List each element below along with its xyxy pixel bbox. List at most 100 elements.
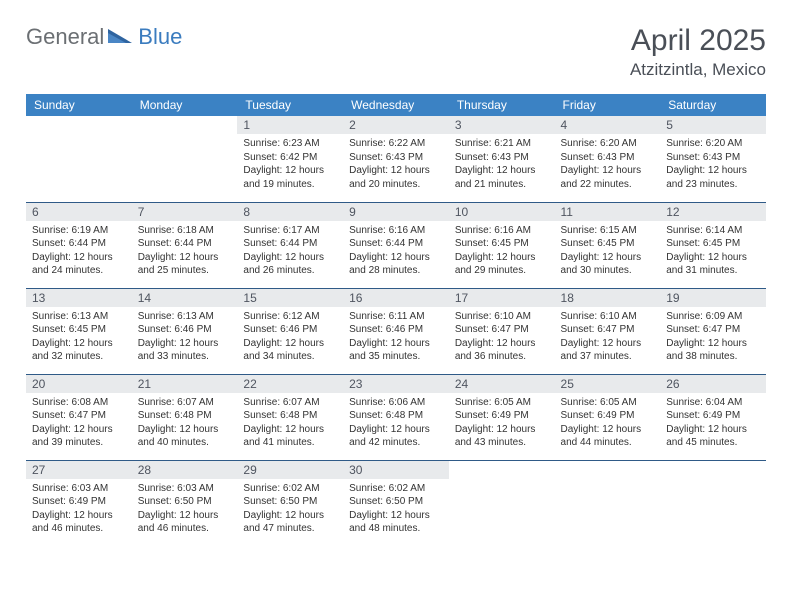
day-number: 11 bbox=[555, 203, 661, 221]
day-line-ss: Sunset: 6:44 PM bbox=[243, 237, 337, 251]
calendar-day: 26Sunrise: 6:04 AMSunset: 6:49 PMDayligh… bbox=[660, 374, 766, 460]
calendar-day: 12Sunrise: 6:14 AMSunset: 6:45 PMDayligh… bbox=[660, 202, 766, 288]
day-line-ss: Sunset: 6:46 PM bbox=[243, 323, 337, 337]
weekday-header: Wednesday bbox=[343, 94, 449, 116]
day-details: Sunrise: 6:02 AMSunset: 6:50 PMDaylight:… bbox=[343, 479, 449, 536]
day-line-ss: Sunset: 6:45 PM bbox=[666, 237, 760, 251]
day-line-ss: Sunset: 6:47 PM bbox=[32, 409, 126, 423]
day-details: Sunrise: 6:11 AMSunset: 6:46 PMDaylight:… bbox=[343, 307, 449, 364]
page-title: April 2025 bbox=[630, 24, 766, 58]
day-line-d2: and 22 minutes. bbox=[561, 178, 655, 192]
day-line-sr: Sunrise: 6:02 AM bbox=[243, 482, 337, 496]
day-number: 28 bbox=[132, 461, 238, 479]
weekday-header: Friday bbox=[555, 94, 661, 116]
day-number: 25 bbox=[555, 375, 661, 393]
day-line-sr: Sunrise: 6:12 AM bbox=[243, 310, 337, 324]
day-line-ss: Sunset: 6:47 PM bbox=[561, 323, 655, 337]
day-line-d1: Daylight: 12 hours bbox=[32, 251, 126, 265]
day-details: Sunrise: 6:22 AMSunset: 6:43 PMDaylight:… bbox=[343, 134, 449, 191]
day-line-d1: Daylight: 12 hours bbox=[666, 337, 760, 351]
day-line-ss: Sunset: 6:42 PM bbox=[243, 151, 337, 165]
day-number: 15 bbox=[237, 289, 343, 307]
day-number: 30 bbox=[343, 461, 449, 479]
calendar-week: 6Sunrise: 6:19 AMSunset: 6:44 PMDaylight… bbox=[26, 202, 766, 288]
day-number: 16 bbox=[343, 289, 449, 307]
calendar-week: 1Sunrise: 6:23 AMSunset: 6:42 PMDaylight… bbox=[26, 116, 766, 202]
day-details: Sunrise: 6:03 AMSunset: 6:50 PMDaylight:… bbox=[132, 479, 238, 536]
day-line-sr: Sunrise: 6:03 AM bbox=[32, 482, 126, 496]
calendar-day: 2Sunrise: 6:22 AMSunset: 6:43 PMDaylight… bbox=[343, 116, 449, 202]
day-number: 13 bbox=[26, 289, 132, 307]
flag-icon bbox=[108, 25, 134, 50]
day-line-d2: and 32 minutes. bbox=[32, 350, 126, 364]
weekday-header: Sunday bbox=[26, 94, 132, 116]
day-number: 3 bbox=[449, 116, 555, 134]
day-line-d2: and 40 minutes. bbox=[138, 436, 232, 450]
day-number: 20 bbox=[26, 375, 132, 393]
day-line-d2: and 34 minutes. bbox=[243, 350, 337, 364]
calendar-day: 25Sunrise: 6:05 AMSunset: 6:49 PMDayligh… bbox=[555, 374, 661, 460]
day-line-sr: Sunrise: 6:20 AM bbox=[666, 137, 760, 151]
calendar-day: 14Sunrise: 6:13 AMSunset: 6:46 PMDayligh… bbox=[132, 288, 238, 374]
day-details: Sunrise: 6:16 AMSunset: 6:44 PMDaylight:… bbox=[343, 221, 449, 278]
day-line-ss: Sunset: 6:49 PM bbox=[666, 409, 760, 423]
calendar-day: 9Sunrise: 6:16 AMSunset: 6:44 PMDaylight… bbox=[343, 202, 449, 288]
day-number: 29 bbox=[237, 461, 343, 479]
day-details: Sunrise: 6:02 AMSunset: 6:50 PMDaylight:… bbox=[237, 479, 343, 536]
day-line-sr: Sunrise: 6:22 AM bbox=[349, 137, 443, 151]
day-details: Sunrise: 6:09 AMSunset: 6:47 PMDaylight:… bbox=[660, 307, 766, 364]
day-line-d1: Daylight: 12 hours bbox=[561, 164, 655, 178]
day-details: Sunrise: 6:19 AMSunset: 6:44 PMDaylight:… bbox=[26, 221, 132, 278]
day-line-d1: Daylight: 12 hours bbox=[455, 423, 549, 437]
day-line-sr: Sunrise: 6:10 AM bbox=[455, 310, 549, 324]
day-number: 7 bbox=[132, 203, 238, 221]
day-details: Sunrise: 6:03 AMSunset: 6:49 PMDaylight:… bbox=[26, 479, 132, 536]
day-line-d2: and 30 minutes. bbox=[561, 264, 655, 278]
calendar-header-row: SundayMondayTuesdayWednesdayThursdayFrid… bbox=[26, 94, 766, 116]
day-line-d2: and 44 minutes. bbox=[561, 436, 655, 450]
day-number: 14 bbox=[132, 289, 238, 307]
day-line-d2: and 35 minutes. bbox=[349, 350, 443, 364]
day-line-sr: Sunrise: 6:13 AM bbox=[32, 310, 126, 324]
day-details: Sunrise: 6:10 AMSunset: 6:47 PMDaylight:… bbox=[449, 307, 555, 364]
day-line-sr: Sunrise: 6:05 AM bbox=[561, 396, 655, 410]
day-line-d2: and 43 minutes. bbox=[455, 436, 549, 450]
calendar-day: 21Sunrise: 6:07 AMSunset: 6:48 PMDayligh… bbox=[132, 374, 238, 460]
day-line-d1: Daylight: 12 hours bbox=[32, 337, 126, 351]
day-line-ss: Sunset: 6:48 PM bbox=[243, 409, 337, 423]
day-line-ss: Sunset: 6:46 PM bbox=[138, 323, 232, 337]
day-line-ss: Sunset: 6:43 PM bbox=[561, 151, 655, 165]
day-line-d2: and 26 minutes. bbox=[243, 264, 337, 278]
day-line-sr: Sunrise: 6:20 AM bbox=[561, 137, 655, 151]
day-line-d1: Daylight: 12 hours bbox=[455, 251, 549, 265]
day-line-d1: Daylight: 12 hours bbox=[349, 337, 443, 351]
day-line-d2: and 38 minutes. bbox=[666, 350, 760, 364]
day-line-d1: Daylight: 12 hours bbox=[138, 509, 232, 523]
calendar-day: 8Sunrise: 6:17 AMSunset: 6:44 PMDaylight… bbox=[237, 202, 343, 288]
day-line-sr: Sunrise: 6:05 AM bbox=[455, 396, 549, 410]
day-line-d2: and 20 minutes. bbox=[349, 178, 443, 192]
day-line-d2: and 46 minutes. bbox=[138, 522, 232, 536]
day-line-d2: and 25 minutes. bbox=[138, 264, 232, 278]
day-line-d1: Daylight: 12 hours bbox=[138, 423, 232, 437]
day-line-d1: Daylight: 12 hours bbox=[349, 251, 443, 265]
day-line-ss: Sunset: 6:49 PM bbox=[455, 409, 549, 423]
day-line-d1: Daylight: 12 hours bbox=[666, 164, 760, 178]
day-line-d1: Daylight: 12 hours bbox=[349, 423, 443, 437]
day-line-d1: Daylight: 12 hours bbox=[243, 251, 337, 265]
day-line-ss: Sunset: 6:45 PM bbox=[32, 323, 126, 337]
day-line-d1: Daylight: 12 hours bbox=[666, 251, 760, 265]
day-line-d1: Daylight: 12 hours bbox=[243, 509, 337, 523]
day-line-sr: Sunrise: 6:16 AM bbox=[455, 224, 549, 238]
day-line-ss: Sunset: 6:47 PM bbox=[455, 323, 549, 337]
calendar-week: 13Sunrise: 6:13 AMSunset: 6:45 PMDayligh… bbox=[26, 288, 766, 374]
day-line-ss: Sunset: 6:48 PM bbox=[138, 409, 232, 423]
calendar-week: 20Sunrise: 6:08 AMSunset: 6:47 PMDayligh… bbox=[26, 374, 766, 460]
day-line-d2: and 21 minutes. bbox=[455, 178, 549, 192]
day-details: Sunrise: 6:16 AMSunset: 6:45 PMDaylight:… bbox=[449, 221, 555, 278]
day-line-d1: Daylight: 12 hours bbox=[243, 423, 337, 437]
calendar-day: 5Sunrise: 6:20 AMSunset: 6:43 PMDaylight… bbox=[660, 116, 766, 202]
day-line-ss: Sunset: 6:50 PM bbox=[243, 495, 337, 509]
day-line-ss: Sunset: 6:50 PM bbox=[349, 495, 443, 509]
calendar-day: 27Sunrise: 6:03 AMSunset: 6:49 PMDayligh… bbox=[26, 460, 132, 546]
